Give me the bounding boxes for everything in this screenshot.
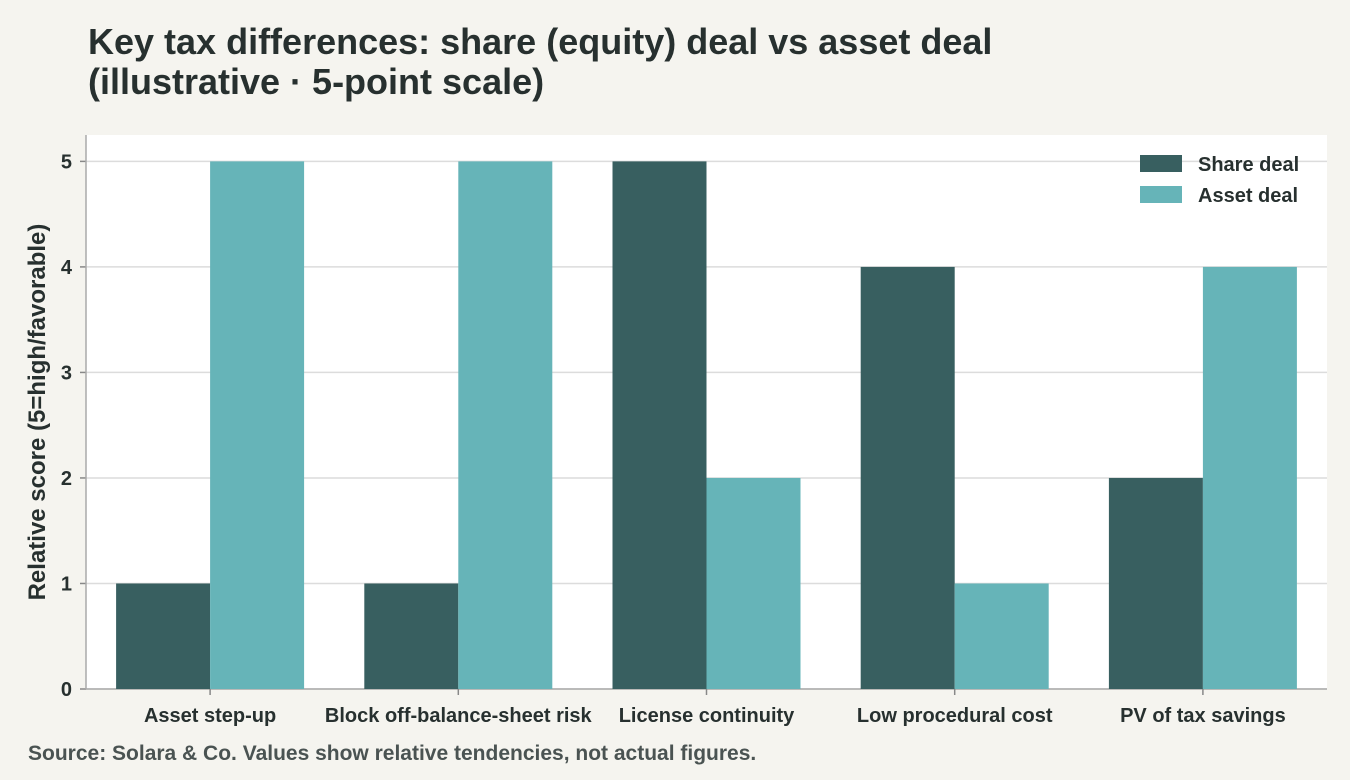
bar-share-deal bbox=[1108, 477, 1203, 689]
legend-swatch bbox=[1140, 186, 1182, 203]
y-tick-label: 5 bbox=[61, 151, 72, 173]
x-tick-label: PV of tax savings bbox=[1120, 705, 1286, 727]
x-tick-label: Block off-balance-sheet risk bbox=[325, 705, 593, 727]
x-tick-label: Asset step-up bbox=[144, 705, 276, 727]
x-tick-label: Low procedural cost bbox=[857, 705, 1053, 727]
y-tick-label: 2 bbox=[61, 468, 72, 490]
y-tick-label: 0 bbox=[61, 679, 72, 701]
y-tick-label: 1 bbox=[61, 573, 72, 595]
legend-label: Asset deal bbox=[1198, 185, 1298, 207]
legend-swatch bbox=[1140, 155, 1182, 172]
bar-asset-deal bbox=[210, 161, 305, 689]
bar-asset-deal bbox=[954, 583, 1049, 689]
bar-asset-deal bbox=[458, 161, 553, 689]
y-tick-label: 4 bbox=[61, 257, 73, 279]
chart-title: Key tax differences: share (equity) deal… bbox=[88, 22, 992, 102]
bar-share-deal bbox=[364, 583, 459, 689]
legend-label: Share deal bbox=[1198, 154, 1299, 176]
x-tick-label: License continuity bbox=[619, 705, 795, 727]
bar-share-deal bbox=[860, 266, 955, 689]
source-note: Source: Solara & Co. Values show relativ… bbox=[28, 742, 757, 765]
bar-share-deal bbox=[612, 161, 707, 689]
y-tick-label: 3 bbox=[61, 362, 72, 384]
bar-share-deal bbox=[116, 583, 211, 689]
bar-asset-deal bbox=[1202, 266, 1297, 689]
bar-asset-deal bbox=[706, 477, 801, 689]
chart-title-line-1: Key tax differences: share (equity) deal… bbox=[88, 21, 993, 62]
y-axis-label: Relative score (5=high/favorable) bbox=[24, 224, 51, 601]
chart-title-line-2: (illustrative · 5-point scale) bbox=[88, 61, 545, 102]
